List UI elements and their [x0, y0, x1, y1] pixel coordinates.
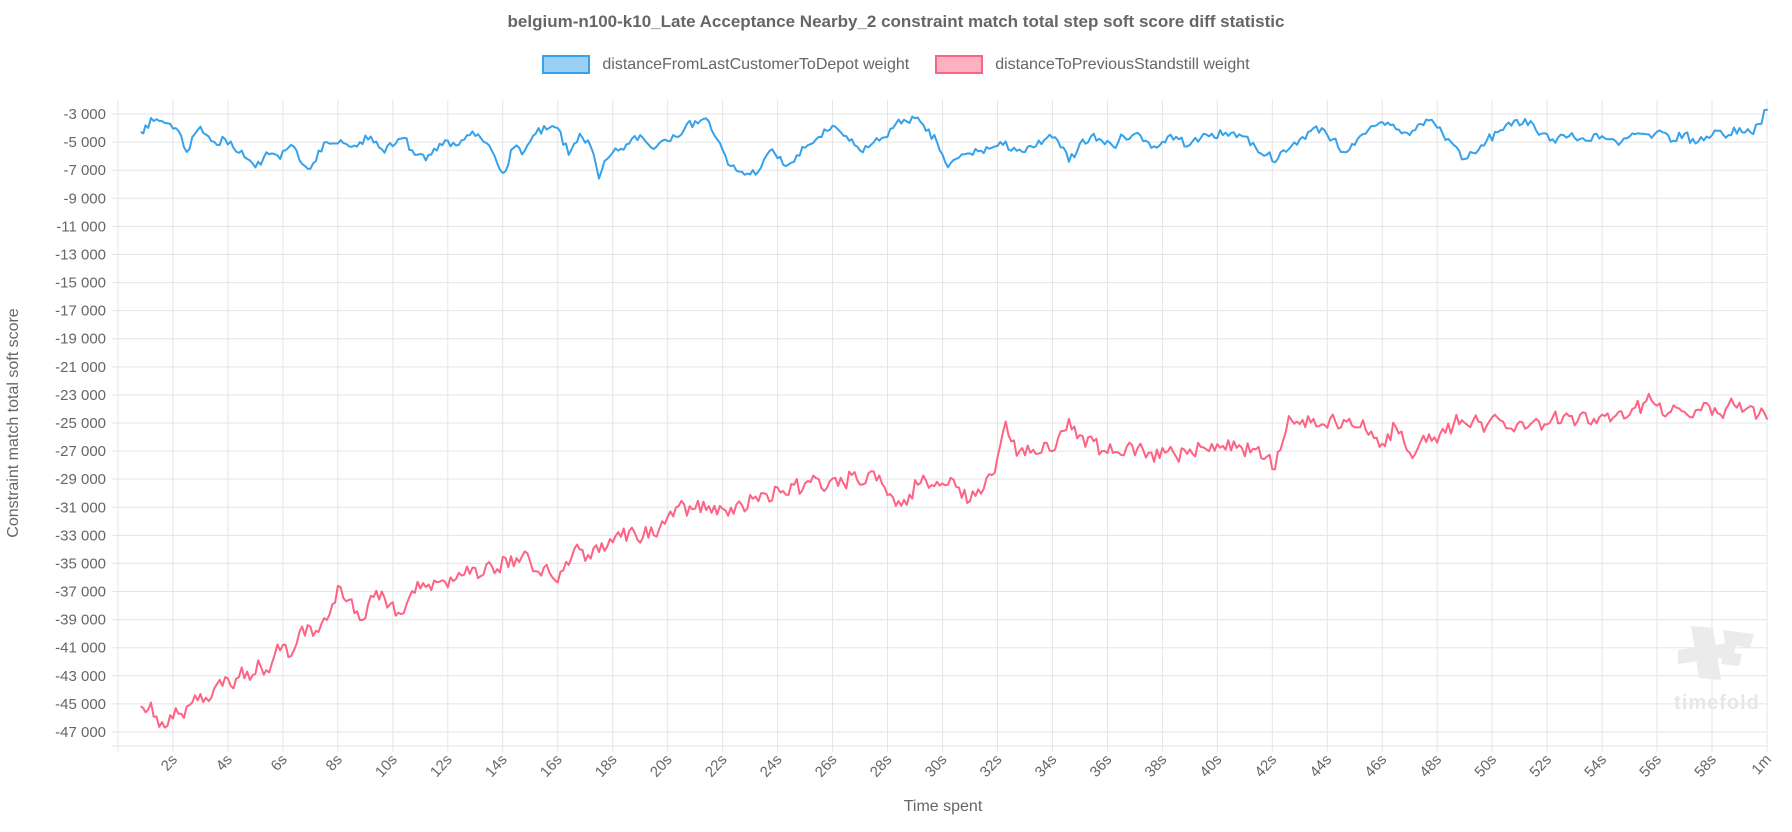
x-tick-label: 1m	[1748, 751, 1775, 778]
chart-legend: distanceFromLastCustomerToDepot weight di…	[0, 55, 1792, 74]
x-tick-label: 14s	[482, 751, 511, 780]
legend-item[interactable]: distanceToPreviousStandstill weight	[935, 55, 1250, 74]
x-tick-label: 42s	[1251, 751, 1280, 780]
timefold-logo-icon	[1678, 626, 1754, 680]
y-tick-label: -3 000	[63, 106, 106, 123]
y-tick-label: -41 000	[55, 640, 106, 657]
legend-swatch	[935, 55, 984, 74]
x-tick-label: 38s	[1142, 751, 1171, 780]
y-tick-label: -23 000	[55, 387, 106, 404]
y-tick-label: -31 000	[55, 499, 106, 516]
x-tick-label: 2s	[158, 751, 181, 774]
y-tick-label: -45 000	[55, 696, 106, 713]
y-tick-label: -13 000	[55, 246, 106, 263]
y-tick-label: -9 000	[63, 190, 106, 207]
x-tick-label: 6s	[268, 751, 291, 774]
x-tick-label: 10s	[372, 751, 401, 780]
watermark-text: timefold	[1674, 692, 1760, 714]
legend-item[interactable]: distanceFromLastCustomerToDepot weight	[542, 55, 909, 74]
x-tick-label: 50s	[1471, 751, 1500, 780]
y-tick-label: -5 000	[63, 134, 106, 151]
y-tick-label: -29 000	[55, 471, 106, 488]
x-tick-label: 30s	[922, 751, 951, 780]
x-tick-label: 8s	[323, 751, 346, 774]
x-tick-label: 4s	[213, 751, 236, 774]
x-tick-label: 48s	[1416, 751, 1445, 780]
y-tick-label: -25 000	[55, 415, 106, 432]
y-tick-label: -15 000	[55, 275, 106, 292]
legend-label: distanceFromLastCustomerToDepot weight	[602, 55, 910, 73]
x-tick-label: 22s	[702, 751, 731, 780]
series-line	[140, 392, 1768, 729]
y-tick-label: -7 000	[63, 162, 106, 179]
x-tick-label: 26s	[812, 751, 841, 780]
x-tick-label: 20s	[647, 751, 676, 780]
y-tick-label: -33 000	[55, 527, 106, 544]
y-tick-label: -17 000	[55, 303, 106, 320]
x-axis-title: Time spent	[903, 798, 983, 815]
x-tick-label: 28s	[867, 751, 896, 780]
legend-swatch	[542, 55, 591, 74]
x-tick-label: 18s	[592, 751, 621, 780]
x-tick-label: 44s	[1306, 751, 1335, 780]
x-tick-label: 16s	[537, 751, 566, 780]
y-tick-label: -43 000	[55, 668, 106, 685]
y-tick-label: -21 000	[55, 359, 106, 376]
x-tick-label: 12s	[427, 751, 456, 780]
x-tick-label: 58s	[1691, 751, 1720, 780]
x-tick-label: 36s	[1087, 751, 1116, 780]
y-tick-label: -39 000	[55, 612, 106, 629]
x-tick-label: 34s	[1032, 751, 1061, 780]
x-tick-label: 46s	[1361, 751, 1390, 780]
timefold-watermark: timefold	[1662, 625, 1772, 715]
x-tick-label: 52s	[1526, 751, 1555, 780]
x-tick-label: 56s	[1636, 751, 1665, 780]
x-tick-label: 32s	[977, 751, 1006, 780]
y-tick-label: -27 000	[55, 443, 106, 460]
y-tick-label: -37 000	[55, 584, 106, 601]
y-tick-label: -47 000	[55, 724, 106, 741]
y-tick-label: -11 000	[56, 218, 106, 235]
legend-label: distanceToPreviousStandstill weight	[995, 55, 1250, 73]
x-tick-label: 24s	[757, 751, 786, 780]
y-tick-label: -35 000	[55, 555, 106, 572]
series-line	[140, 108, 1768, 180]
chart-title: belgium-n100-k10_Late Acceptance Nearby_…	[507, 12, 1285, 31]
x-tick-label: 54s	[1581, 751, 1610, 780]
x-tick-label: 40s	[1196, 751, 1225, 780]
y-tick-label: -19 000	[55, 331, 106, 348]
